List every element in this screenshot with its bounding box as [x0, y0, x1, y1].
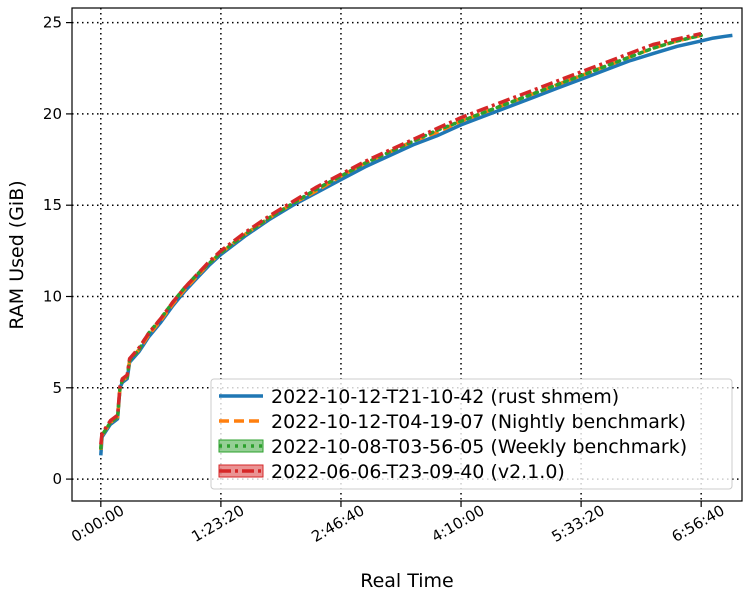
legend-label-2: 2022-10-12-T04-19-07 (Nightly benchmark): [271, 411, 686, 433]
x-tick-label: 5:33:20: [549, 501, 608, 546]
x-tick-label: 4:10:00: [428, 501, 487, 546]
x-tick-label: 6:56:40: [669, 501, 728, 546]
y-tick-label: 0: [52, 470, 62, 488]
y-tick-label: 15: [43, 196, 62, 214]
y-tick-label: 25: [43, 14, 62, 32]
x-tick-label: 0:00:00: [68, 501, 127, 546]
y-axis-label: RAM Used (GiB): [6, 180, 28, 329]
series-line-4: [99, 31, 702, 445]
x-tick-label: 1:23:20: [188, 501, 247, 546]
y-tick-label: 10: [43, 287, 62, 305]
x-tick-label: 2:46:40: [308, 501, 367, 546]
legend-box: [210, 378, 733, 490]
plot-frame: [71, 7, 743, 502]
series-line-3: [99, 33, 703, 450]
legend-label-3: 2022-10-08-T03-56-05 (Weekly benchmark): [271, 436, 687, 458]
y-axis: 0 5 10 15 20 25: [43, 14, 72, 488]
legend-label-4: 2022-06-06-T23-09-40 (v2.1.0): [271, 461, 565, 483]
y-tick-label: 5: [52, 379, 62, 397]
legend: 2022-10-12-T21-10-42 (rust shmem) 2022-10…: [210, 378, 733, 490]
x-axis: 0:00:00 1:23:20 2:46:40 4:10:00 5:33:20 6:56:…: [68, 501, 728, 546]
legend-label-1: 2022-10-12-T21-10-42 (rust shmem): [271, 386, 619, 408]
x-axis-label: Real Time: [360, 570, 454, 592]
legend-swatch-3: [218, 439, 264, 453]
y-tick-label: 20: [43, 105, 62, 123]
series-lines: [99, 31, 733, 456]
